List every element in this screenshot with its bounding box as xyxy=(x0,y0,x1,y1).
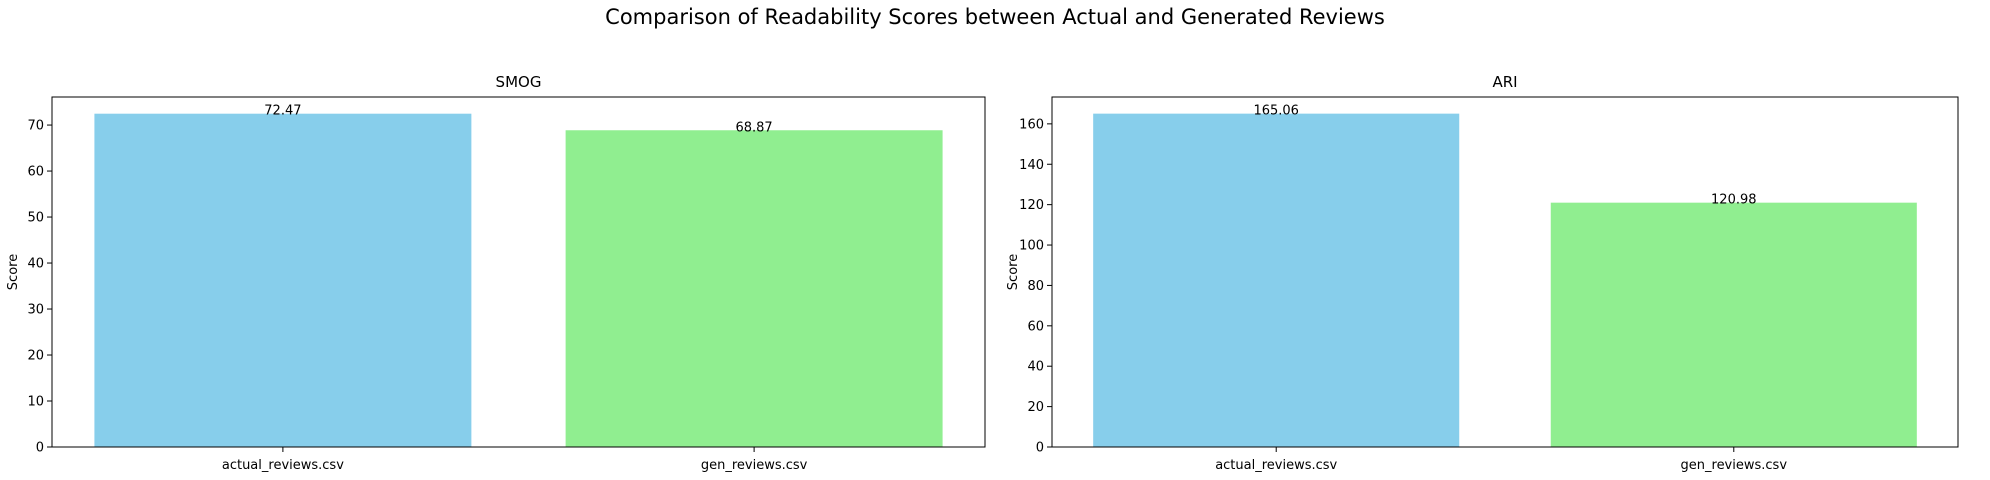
y-tick-label: 0 xyxy=(36,441,44,456)
bar-value-label: 68.87 xyxy=(735,120,772,135)
ari-chart: ARI 165.06 120.98 0 20 40 60 80 100 120 140 160 actu… xyxy=(1006,73,1959,473)
y-tick-label: 60 xyxy=(1027,319,1044,334)
y-axis-label: Score xyxy=(6,254,21,290)
y-tick-label: 0 xyxy=(1036,441,1044,456)
x-tick-label: actual_reviews.csv xyxy=(1215,458,1337,473)
y-tick-label: 40 xyxy=(27,257,44,272)
figure-title: Comparison of Readability Scores between… xyxy=(605,5,1385,29)
smog-chart: SMOG 72.47 68.87 0 10 20 30 40 50 60 70 actual_revi… xyxy=(6,73,986,473)
bar-value-label: 72.47 xyxy=(264,104,301,119)
bar xyxy=(94,113,472,448)
y-tick-label: 60 xyxy=(27,165,44,180)
bar xyxy=(1093,113,1460,447)
y-tick-label: 120 xyxy=(1019,198,1044,213)
bar xyxy=(1550,202,1917,447)
x-tick-label: gen_reviews.csv xyxy=(701,458,808,473)
x-tick-label: gen_reviews.csv xyxy=(1681,458,1788,473)
subplot-title: ARI xyxy=(1492,73,1517,91)
y-tick-label: 30 xyxy=(27,303,44,318)
y-tick-label: 50 xyxy=(27,211,44,226)
y-tick-label: 70 xyxy=(27,119,44,134)
axes-frame xyxy=(51,96,986,448)
y-tick-label: 20 xyxy=(27,349,44,364)
y-tick-label: 100 xyxy=(1019,239,1044,254)
bar-value-label: 165.06 xyxy=(1253,104,1299,119)
y-tick-label: 10 xyxy=(27,395,44,410)
bar xyxy=(565,130,943,447)
y-tick-label: 20 xyxy=(1027,400,1044,415)
y-axis-label: Score xyxy=(1006,254,1021,290)
y-tick-label: 160 xyxy=(1019,117,1044,132)
subplot-title: SMOG xyxy=(496,73,542,91)
bar-value-label: 120.98 xyxy=(1711,193,1757,208)
y-tick-label: 140 xyxy=(1019,158,1044,173)
x-tick-label: actual_reviews.csv xyxy=(222,458,344,473)
y-tick-label: 80 xyxy=(1027,279,1044,294)
y-tick-label: 40 xyxy=(1027,360,1044,375)
axes-frame xyxy=(1051,96,1959,448)
